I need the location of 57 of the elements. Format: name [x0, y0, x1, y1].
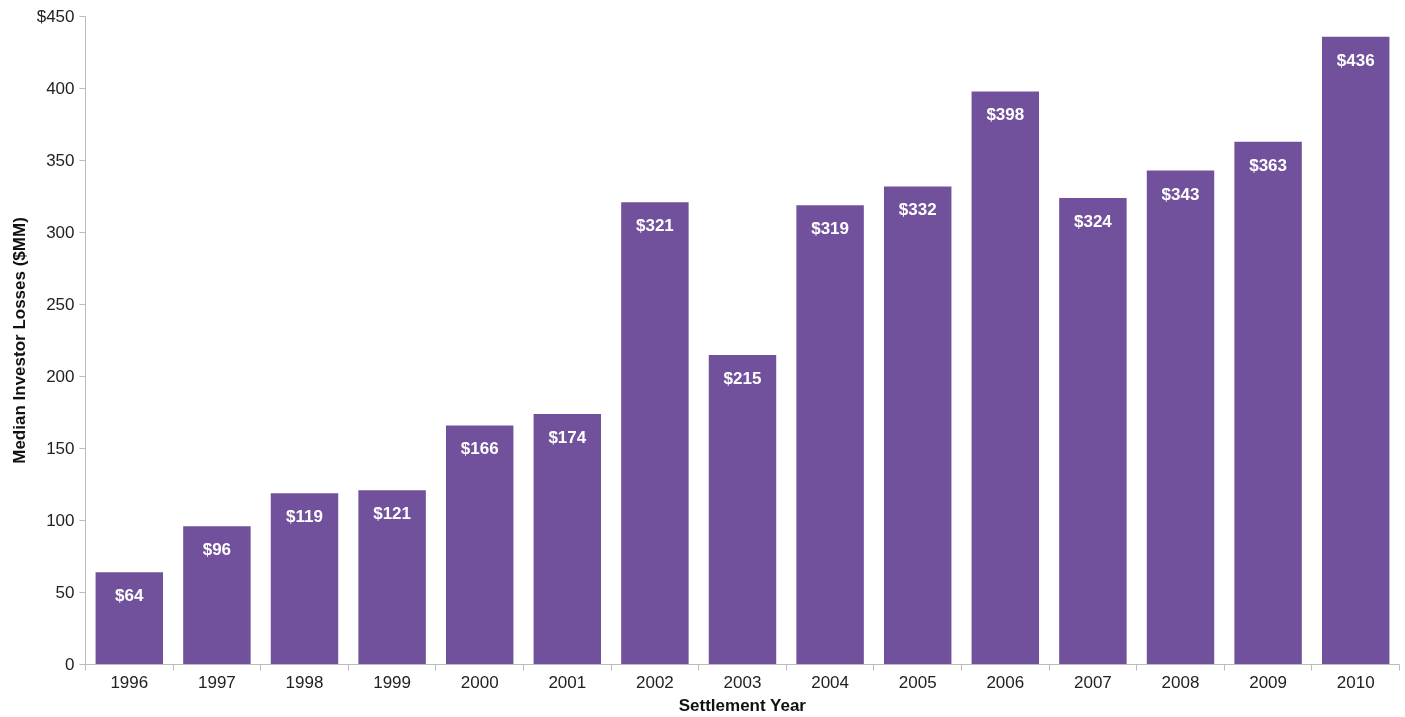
y-tick-label: 350 [46, 151, 75, 170]
data-label: $96 [202, 540, 232, 560]
x-axis-title: Settlement Year [678, 695, 807, 715]
data-label: $64 [115, 586, 145, 606]
bar [708, 354, 777, 665]
data-label: $174 [548, 427, 587, 447]
x-tick-label: 2009 [1249, 672, 1288, 692]
y-tick-label: 200 [46, 367, 75, 386]
data-label: $324 [1073, 211, 1113, 231]
data-label: $119 [286, 507, 323, 527]
y-tick-label: 100 [46, 511, 75, 530]
data-label: $215 [723, 368, 762, 388]
x-tick-label: 1996 [110, 672, 149, 692]
y-tick-label: $450 [36, 7, 75, 26]
x-tick-label: 2001 [548, 672, 587, 692]
x-tick-label: 2004 [811, 672, 850, 692]
y-tick-label: 250 [46, 295, 75, 314]
y-axis-title: Median Investor Losses ($MM) [9, 217, 29, 464]
bar [796, 205, 864, 665]
bar [95, 572, 164, 665]
data-label: $363 [1249, 155, 1288, 175]
y-tick-label: 400 [46, 79, 75, 98]
y-tick-label: 50 [55, 583, 75, 602]
x-tick-label: 2000 [460, 672, 499, 692]
y-tick-label: 0 [65, 655, 75, 674]
x-tick-label: 2002 [635, 672, 674, 692]
data-label: $166 [460, 439, 499, 459]
bar [883, 186, 952, 665]
y-tick-label: 150 [46, 439, 75, 458]
x-tick-label: 2008 [1161, 672, 1200, 692]
x-tick-label: 1999 [373, 672, 412, 692]
x-tick-label: 2007 [1073, 672, 1112, 692]
bar [183, 526, 251, 665]
data-label: $319 [811, 219, 850, 239]
x-tick-label: 1998 [285, 672, 324, 692]
bar [1321, 36, 1390, 665]
data-label: $121 [373, 504, 412, 524]
bar [270, 493, 339, 665]
data-label: $321 [635, 216, 674, 236]
data-label: $436 [1336, 50, 1375, 70]
y-tick-label: 300 [46, 223, 75, 242]
bar [1234, 141, 1302, 665]
bar [533, 413, 602, 665]
data-label: $332 [898, 200, 937, 220]
bar [971, 91, 1040, 665]
x-tick-label: 2006 [986, 672, 1025, 692]
bar [445, 425, 514, 665]
data-label: $343 [1161, 184, 1200, 204]
bar [621, 202, 689, 665]
x-tick-label: 2010 [1336, 672, 1375, 692]
bar [1146, 170, 1215, 665]
x-tick-label: 2003 [723, 672, 762, 692]
x-tick-label: 1997 [197, 672, 236, 692]
data-label: $398 [986, 105, 1025, 125]
bar [1059, 197, 1127, 665]
bar [358, 490, 426, 665]
x-tick-label: 2005 [898, 672, 937, 692]
